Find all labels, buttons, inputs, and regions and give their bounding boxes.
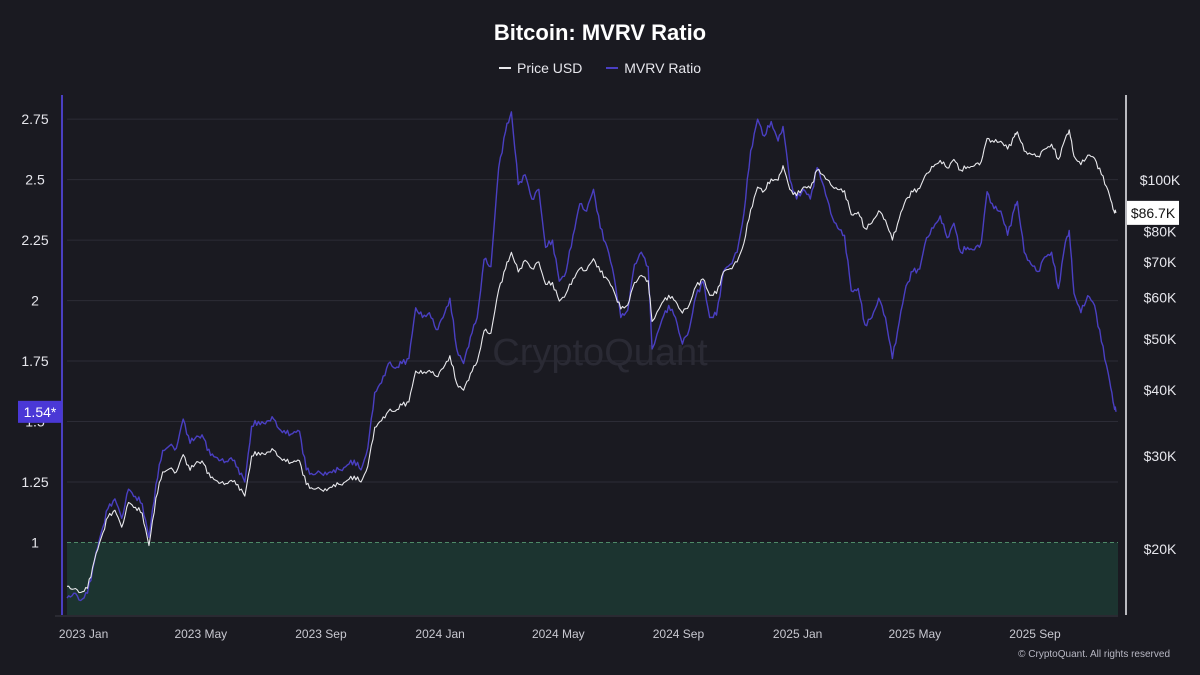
current-mvrv-label: 1.54*: [24, 404, 57, 420]
axes-layer: [55, 95, 1127, 617]
series-line-price-usd[interactable]: [66, 129, 1117, 594]
legend-label-price: Price USD: [516, 60, 583, 76]
watermark: CryptoQuant: [492, 332, 708, 374]
right-tick-label-7: $100K: [1140, 172, 1181, 188]
left-tick-label-1: 1.25: [21, 474, 48, 490]
copyright-footer: © CryptoQuant. All rights reserved: [1018, 649, 1170, 660]
x-tick-label-5: 2024 Sep: [653, 627, 705, 641]
x-tick-label-0: 2023 Jan: [59, 627, 108, 641]
x-tick-label-6: 2025 Jan: [773, 627, 822, 641]
series-line-mvrv-ratio[interactable]: [66, 111, 1117, 602]
left-tick-label-5: 2.25: [21, 232, 48, 248]
right-tick-label-3: $50K: [1144, 331, 1177, 347]
right-tick-label-1: $30K: [1144, 448, 1177, 464]
left-tick-label-4: 2: [31, 293, 39, 309]
x-tick-label-3: 2024 Jan: [415, 627, 464, 641]
highlight-band-layer: [67, 541, 1118, 615]
x-tick-label-4: 2024 May: [532, 627, 585, 641]
left-tick-label-7: 2.75: [21, 111, 48, 127]
current-price-label-bg: [1127, 200, 1179, 225]
right-tick-label-4: $60K: [1144, 289, 1177, 305]
x-tick-label-2: 2023 Sep: [295, 627, 347, 641]
left-tick-label-6: 2.5: [25, 172, 45, 188]
chart-title: Bitcoin: MVRV Ratio: [493, 20, 707, 45]
legend-label-mvrv: MVRV Ratio: [624, 60, 702, 76]
legend-item-mvrv[interactable]: MVRV Ratio: [606, 60, 701, 76]
series-layer: [66, 111, 1117, 602]
right-tick-label-0: $20K: [1144, 541, 1177, 557]
right-tick-label-2: $40K: [1144, 382, 1177, 398]
x-tick-label-8: 2025 Sep: [1009, 627, 1061, 641]
current-mvrv-label-bg: [18, 400, 62, 423]
legend-swatch-price: [498, 67, 511, 70]
axis-labels-layer: 11.251.51.7522.252.52.75$20K$30K$40K$50K…: [18, 111, 1181, 641]
legend: Price USD MVRV Ratio: [0, 60, 1200, 76]
x-tick-label-7: 2025 May: [888, 627, 941, 641]
right-tick-label-6: $80K: [1144, 223, 1177, 239]
legend-swatch-mvrv: [606, 67, 619, 70]
current-price-label: $86.7K: [1131, 205, 1176, 221]
right-tick-label-5: $70K: [1144, 254, 1177, 270]
undervalued-band: [67, 542, 1118, 615]
left-tick-label-0: 1: [31, 534, 39, 550]
x-tick-label-1: 2023 May: [174, 627, 227, 641]
grid-layer: [67, 118, 1118, 483]
legend-item-price[interactable]: Price USD: [498, 60, 583, 76]
left-tick-label-3: 1.75: [21, 353, 48, 369]
